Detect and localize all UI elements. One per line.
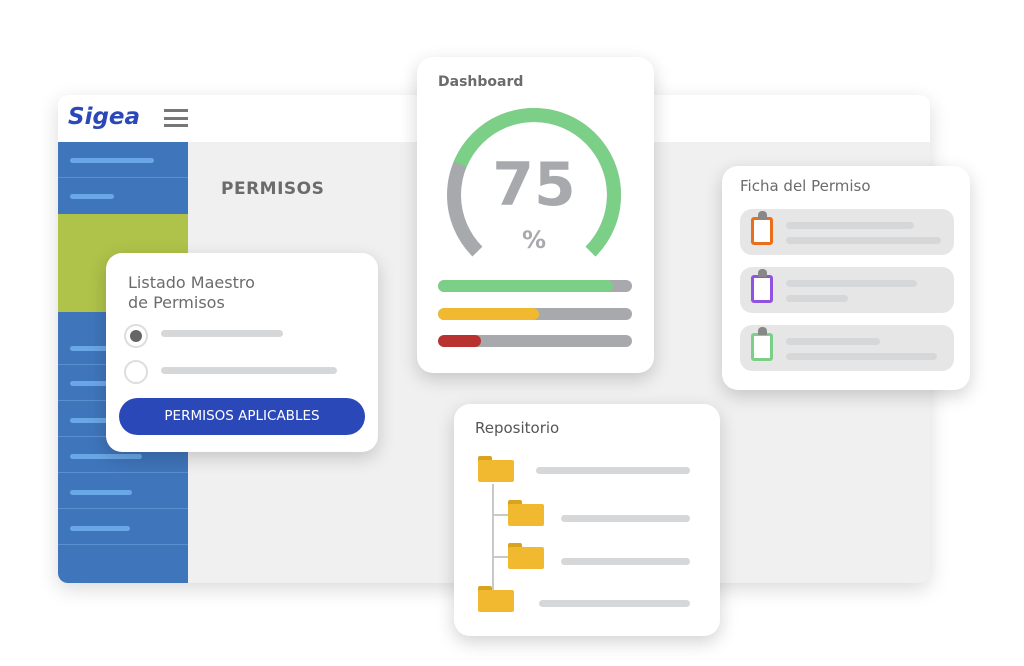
radio-option-1[interactable] [124,324,148,348]
folder-label [561,558,690,565]
folder-icon[interactable] [508,500,544,526]
clipboard-icon [751,269,773,303]
listado-title: Listado Maestro de Permisos [128,273,255,312]
sidebar-item[interactable] [70,158,154,163]
sidebar-item[interactable] [70,454,142,459]
folder-label [536,467,690,474]
logo: Sigea [68,104,141,130]
option-1-text [161,330,283,337]
sidebar-item[interactable] [70,490,132,495]
tree-line [492,484,494,594]
listado-card: Listado Maestro de Permisos PERMISOS APL… [106,253,378,452]
sidebar-item[interactable] [70,194,114,199]
ficha-item[interactable] [740,267,954,313]
hamburger-icon[interactable] [164,109,188,127]
page-title: PERMISOS [221,179,325,199]
sidebar-item[interactable] [70,418,130,423]
gauge-unit: % [521,226,547,254]
progress-bar-1 [438,280,632,292]
ficha-item[interactable] [740,209,954,255]
permisos-aplicables-button[interactable]: PERMISOS APLICABLES [119,398,365,435]
radio-option-2[interactable] [124,360,148,384]
sidebar-item[interactable] [70,346,130,351]
folder-label [539,600,690,607]
dashboard-title: Dashboard [438,74,524,90]
folder-icon[interactable] [478,456,514,482]
gauge [447,108,621,257]
clipboard-icon [751,327,773,361]
sidebar-item[interactable] [70,526,130,531]
progress-bar-2 [438,308,632,320]
repositorio-card: Repositorio [454,404,720,636]
folder-label [561,515,690,522]
sidebar-item[interactable] [70,381,130,386]
repositorio-title: Repositorio [475,419,560,437]
option-2-text [161,367,337,374]
folder-icon[interactable] [478,586,514,612]
progress-bar-3 [438,335,632,347]
ficha-item[interactable] [740,325,954,371]
gauge-fill [453,108,621,257]
ficha-card: Ficha del Permiso [722,166,970,390]
ficha-title: Ficha del Permiso [740,177,871,195]
folder-icon[interactable] [508,543,544,569]
gauge-value: 75 [492,150,576,220]
clipboard-icon [751,211,773,245]
